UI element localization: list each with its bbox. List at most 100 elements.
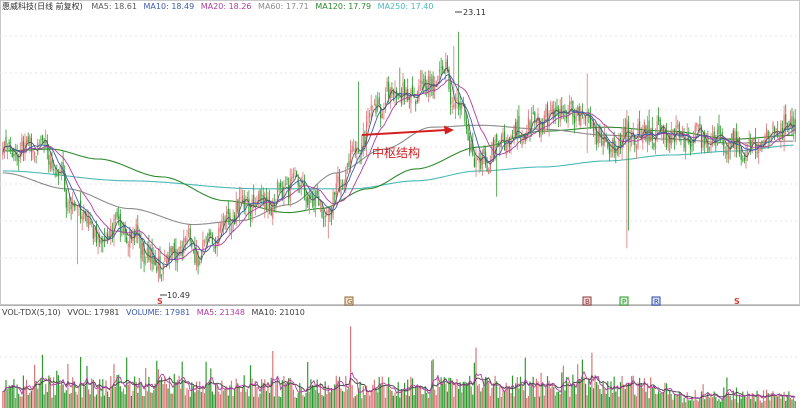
volume-bar xyxy=(32,385,34,408)
volume-bar xyxy=(669,389,671,408)
candle xyxy=(157,248,159,283)
volume-bar xyxy=(11,385,13,408)
volume-bar xyxy=(427,398,429,408)
candle xyxy=(51,151,53,172)
candle xyxy=(740,147,742,166)
volume-bar xyxy=(176,380,179,408)
volume-bar xyxy=(650,377,652,408)
volume-bar xyxy=(599,388,601,408)
volume-bar xyxy=(570,387,572,408)
volume-bar xyxy=(411,378,414,408)
candle xyxy=(505,136,507,159)
volume-bar xyxy=(329,392,331,408)
candle xyxy=(756,142,758,158)
candle xyxy=(256,196,258,205)
high-price-label: 23.11 xyxy=(463,8,486,17)
candle xyxy=(727,141,730,164)
candle xyxy=(513,124,515,145)
volume-bar xyxy=(392,395,394,408)
volume-moving-averages xyxy=(2,370,796,401)
candle xyxy=(438,61,441,80)
candle xyxy=(199,257,201,266)
candle xyxy=(377,91,379,113)
volume-bar xyxy=(581,359,583,408)
candle xyxy=(789,110,791,129)
volume-bar xyxy=(462,381,464,408)
volume-bar xyxy=(561,372,563,408)
volume-bar xyxy=(793,396,795,408)
candle xyxy=(310,192,312,203)
volume-bar xyxy=(197,390,199,408)
volume-bar xyxy=(188,389,190,408)
volume-bar xyxy=(794,401,796,408)
volume-bar xyxy=(416,386,418,408)
volume-bar xyxy=(10,387,12,408)
candle xyxy=(724,146,726,159)
volume-bar xyxy=(215,383,217,408)
volume-bar xyxy=(211,391,213,408)
candle xyxy=(578,103,580,126)
volume-bar xyxy=(49,377,51,408)
candle xyxy=(7,143,9,160)
volume-bar xyxy=(666,383,668,408)
candle xyxy=(673,128,676,150)
legend-volume-name: VOLUME xyxy=(126,308,160,317)
volume-bar xyxy=(345,376,347,408)
volume-bar xyxy=(165,383,167,408)
volume-bar xyxy=(767,393,769,408)
candle xyxy=(585,116,587,126)
candle xyxy=(511,129,514,139)
volume-bar xyxy=(659,393,661,408)
volume-bar xyxy=(653,385,655,408)
volume-bar xyxy=(677,394,679,408)
volume-bar xyxy=(693,400,695,408)
candle xyxy=(119,209,121,242)
candle xyxy=(159,246,161,279)
volume-bar xyxy=(168,376,171,408)
volume-bar xyxy=(751,393,753,408)
volume-bar xyxy=(454,383,456,408)
volume-bar xyxy=(543,395,545,408)
candle xyxy=(264,191,266,218)
volume-bar xyxy=(450,377,452,408)
candle xyxy=(440,57,442,78)
candle xyxy=(669,133,671,153)
candle xyxy=(213,245,215,252)
candle xyxy=(450,78,452,115)
volume-bar xyxy=(346,389,348,408)
volume-bar xyxy=(404,382,406,408)
volume-bar xyxy=(119,386,121,408)
legend-vma5-value: 21348 xyxy=(220,308,245,317)
candle xyxy=(75,202,77,211)
candle xyxy=(108,229,110,240)
volume-bar xyxy=(124,394,126,408)
volume-bar xyxy=(276,376,279,408)
candle xyxy=(73,200,75,212)
volume-bar xyxy=(434,389,436,408)
candle xyxy=(426,79,428,98)
volume-bar xyxy=(86,365,88,408)
volume-bar xyxy=(70,393,72,408)
candle xyxy=(507,134,509,154)
volume-bar xyxy=(178,375,180,408)
candle xyxy=(265,188,267,212)
volume-bar xyxy=(597,384,599,408)
volume-bar xyxy=(116,375,118,408)
candle xyxy=(103,227,105,248)
candle xyxy=(780,120,782,149)
candle xyxy=(542,118,544,135)
volume-bar xyxy=(632,375,634,408)
legend-vol-name: VOL-TDX(5,10) xyxy=(2,308,61,317)
candle xyxy=(597,124,599,148)
volume-bar xyxy=(721,398,723,408)
volume-bar xyxy=(14,398,17,408)
candle xyxy=(619,132,622,154)
candle xyxy=(49,151,51,172)
candle xyxy=(248,190,250,220)
volume-bar xyxy=(469,375,471,408)
candle xyxy=(510,134,512,155)
volume-bar xyxy=(92,379,94,408)
volume-bar xyxy=(143,396,145,408)
volume-bar xyxy=(488,382,490,408)
volume-bar xyxy=(7,389,9,408)
